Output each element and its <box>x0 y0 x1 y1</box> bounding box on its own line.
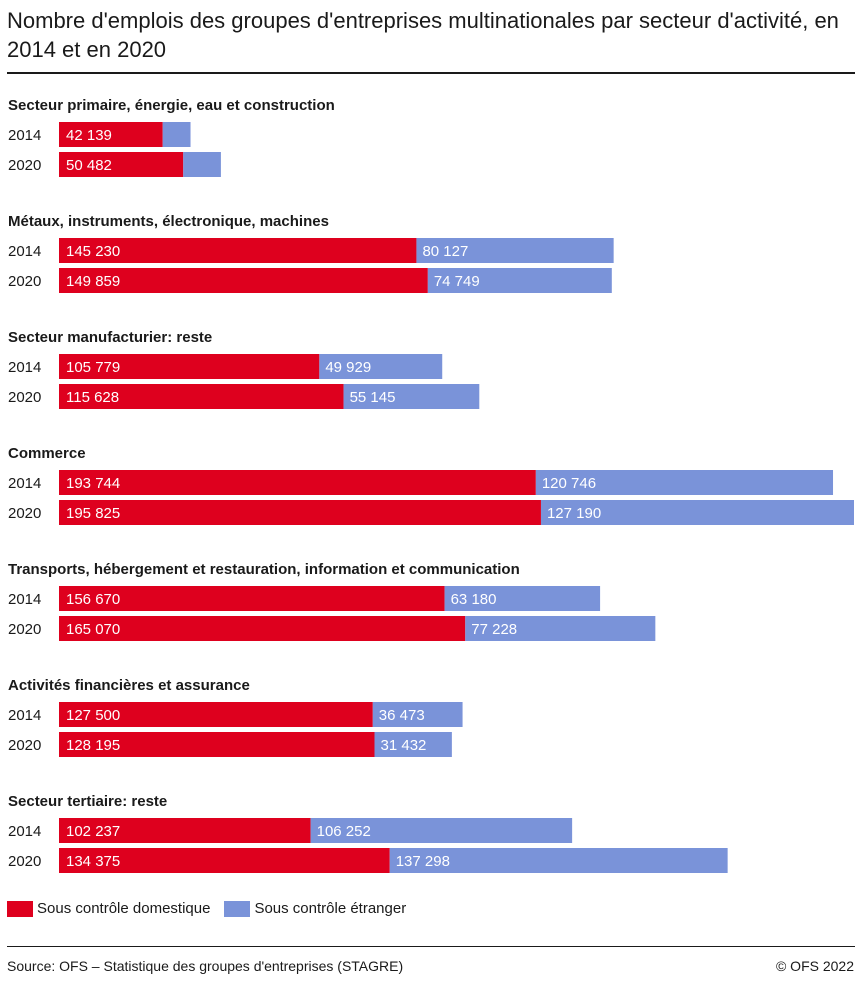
data-label-foreign: 127 190 <box>547 505 601 522</box>
bar-domestic <box>59 470 536 495</box>
year-label: 2014 <box>8 823 41 840</box>
year-label: 2020 <box>8 273 41 290</box>
sector-label: Métaux, instruments, électronique, machi… <box>8 213 329 230</box>
bar-foreign <box>535 470 834 495</box>
chart-title: Nombre d'emplois des groupes d'entrepris… <box>7 8 839 62</box>
data-label-domestic: 145 230 <box>66 243 120 260</box>
legend-item-domestic: Sous contrôle domestique <box>7 900 210 917</box>
data-label-domestic: 134 375 <box>66 853 120 870</box>
year-label: 2020 <box>8 505 41 522</box>
data-label-domestic: 115 628 <box>66 389 119 406</box>
bar-domestic <box>59 238 417 263</box>
bar-foreign <box>427 268 612 293</box>
bar-foreign <box>416 238 614 263</box>
bar-foreign <box>162 122 191 147</box>
legend-item-foreign: Sous contrôle étranger <box>224 900 406 917</box>
year-label: 2014 <box>8 591 41 608</box>
data-label-domestic: 127 500 <box>66 707 120 724</box>
bar-domestic <box>59 500 541 525</box>
bar-foreign <box>310 818 573 843</box>
year-label: 2020 <box>8 621 41 638</box>
data-label-foreign: 137 298 <box>396 853 450 870</box>
bar-foreign <box>540 500 854 525</box>
bar-domestic <box>59 122 163 147</box>
sector-label: Secteur manufacturier: reste <box>8 329 212 346</box>
bar-domestic <box>59 702 373 727</box>
data-label-domestic: 156 670 <box>66 591 120 608</box>
data-label-domestic: 193 744 <box>66 475 120 492</box>
bar-foreign <box>372 702 463 727</box>
bar-domestic <box>59 732 375 757</box>
bar-foreign <box>389 848 728 873</box>
data-label-domestic: 165 070 <box>66 621 120 638</box>
copyright-note: © OFS 2022 <box>775 958 854 974</box>
year-label: 2014 <box>8 243 41 260</box>
data-label-foreign: 120 746 <box>542 475 596 492</box>
legend-swatch-foreign <box>224 900 251 917</box>
bar-domestic <box>59 268 428 293</box>
title-rule <box>7 72 855 74</box>
chart-plot: Secteur primaire, énergie, eau et constr… <box>8 97 854 873</box>
data-label-foreign: 49 929 <box>325 359 371 376</box>
legend: Sous contrôle domestique Sous contrôle é… <box>7 900 420 917</box>
data-label-domestic: 50 482 <box>66 157 112 174</box>
bar-foreign <box>465 616 656 641</box>
bar-domestic <box>59 586 445 611</box>
source-note: Source: OFS – Statistique des groupes d'… <box>7 958 404 974</box>
data-label-foreign: 36 473 <box>379 707 425 724</box>
bar-domestic <box>59 152 184 177</box>
year-label: 2014 <box>8 707 41 724</box>
data-label-foreign: 63 180 <box>451 591 497 608</box>
data-label-domestic: 102 237 <box>66 823 120 840</box>
sector-label: Activités financières et assurance <box>8 677 250 694</box>
sector-label: Commerce <box>8 445 86 462</box>
sector-label: Transports, hébergement et restauration,… <box>8 561 520 578</box>
data-label-foreign: 74 749 <box>434 273 480 290</box>
bar-foreign <box>374 732 452 757</box>
bar-foreign <box>183 152 221 177</box>
data-label-foreign: 55 145 <box>350 389 396 406</box>
bar-domestic <box>59 818 311 843</box>
sector-label: Secteur primaire, énergie, eau et constr… <box>8 97 335 114</box>
bar-domestic <box>59 616 466 641</box>
data-label-foreign: 77 228 <box>471 621 517 638</box>
bar-foreign <box>319 354 443 379</box>
year-label: 2020 <box>8 737 41 754</box>
year-label: 2014 <box>8 475 41 492</box>
sector-label: Secteur tertiaire: reste <box>8 793 167 810</box>
bar-domestic <box>59 354 320 379</box>
data-label-domestic: 42 139 <box>66 127 112 144</box>
year-label: 2014 <box>8 359 41 376</box>
data-label-domestic: 149 859 <box>66 273 120 290</box>
bar-foreign <box>343 384 480 409</box>
bar-domestic <box>59 848 390 873</box>
legend-label-domestic: Sous contrôle domestique <box>37 900 211 917</box>
year-label: 2020 <box>8 853 41 870</box>
data-label-domestic: 128 195 <box>66 737 120 754</box>
footer-rule <box>7 946 855 947</box>
legend-label-foreign: Sous contrôle étranger <box>254 900 407 917</box>
bar-foreign <box>444 586 601 611</box>
year-label: 2020 <box>8 389 41 406</box>
year-label: 2014 <box>8 127 41 144</box>
data-label-foreign: 31 432 <box>381 737 427 754</box>
year-label: 2020 <box>8 157 41 174</box>
data-label-foreign: 106 252 <box>317 823 371 840</box>
legend-swatch-domestic <box>7 900 33 917</box>
data-label-domestic: 195 825 <box>66 505 120 522</box>
data-label-foreign: 80 127 <box>422 243 468 260</box>
data-label-domestic: 105 779 <box>66 359 120 376</box>
bar-domestic <box>59 384 344 409</box>
